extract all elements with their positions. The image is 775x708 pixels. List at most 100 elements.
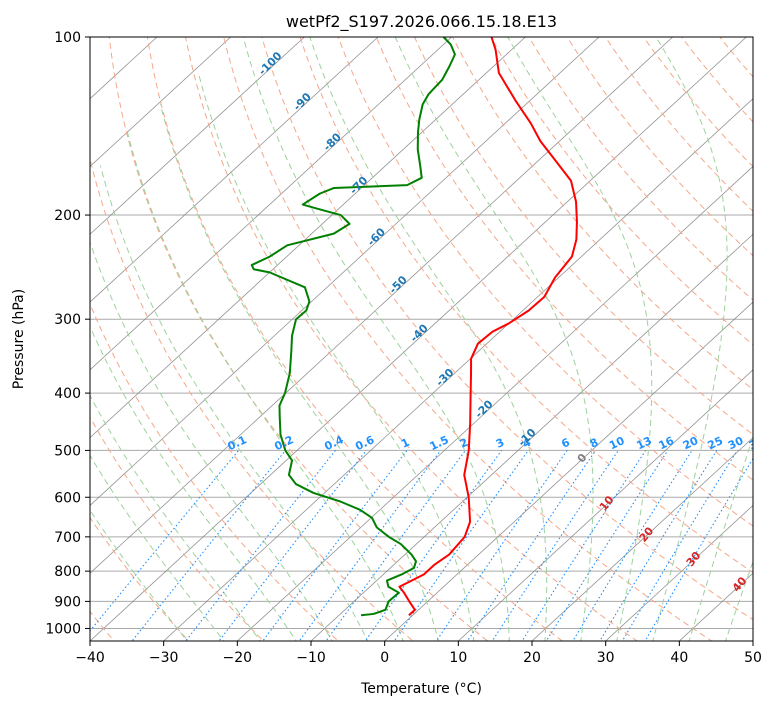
temperature-profile <box>398 37 578 617</box>
x-tick-label: −30 <box>149 650 179 666</box>
x-tick-label: 20 <box>523 650 541 666</box>
mixing-ratio-label: 10 <box>607 434 627 452</box>
x-axis: −40 −30 −20 −10 0 10 20 30 40 50 <box>75 641 762 666</box>
mixing-ratio-line <box>262 450 408 641</box>
mixing-ratio-line <box>218 450 367 641</box>
moist-adiabat-line <box>127 132 404 641</box>
y-axis-title: Pressure (hPa) <box>11 289 27 389</box>
x-axis-title: Temperature (°C) <box>360 681 482 697</box>
moist-adiabat-line <box>242 37 510 641</box>
y-tick-label: 700 <box>54 530 81 546</box>
moist-adiabat-line <box>90 325 297 641</box>
x-tick-label: 40 <box>670 650 688 666</box>
chart-title: wetPf2_S197.2026.066.15.18.E13 <box>286 12 557 32</box>
mixing-ratio-label: 8 <box>588 436 600 451</box>
isotherm-line <box>90 37 526 439</box>
isotherm-line <box>90 37 305 235</box>
mixing-ratio-line <box>466 450 597 641</box>
mixing-ratio-line <box>131 450 286 641</box>
mixing-ratio-label: 16 <box>657 434 677 452</box>
dry-adiabat-line <box>90 416 265 641</box>
isotherm-line <box>605 504 753 641</box>
dry-adiabat-label: -90 <box>291 90 314 113</box>
mixing-ratio-label: 25 <box>706 434 725 452</box>
dry-adiabat-label: -30 <box>433 366 456 389</box>
isotherm-line <box>237 165 753 641</box>
dry-adiabat-line <box>90 302 339 641</box>
moist-adiabat-line <box>725 560 753 641</box>
isotherm-line <box>90 37 673 574</box>
sounding-profiles <box>250 37 578 617</box>
plot-area: 0.1 0.2 0.4 0.6 1 1.5 2 3 4 6 8 10 13 16 20 25 30 36-100-… <box>0 24 775 653</box>
moist-adiabat-line <box>90 509 188 641</box>
mixing-ratio-line <box>364 450 503 641</box>
moist-adiabat-line <box>688 434 753 641</box>
moist-adiabat-line <box>652 37 728 641</box>
mixing-ratio-line <box>90 450 240 632</box>
mixing-ratio-line <box>185 450 336 641</box>
isotherm-line <box>752 640 753 641</box>
x-tick-label: 50 <box>744 650 762 666</box>
mixing-ratio-line <box>621 450 738 641</box>
mixing-ratio-label: 20 <box>681 434 701 452</box>
mixing-ratio-label: 13 <box>635 434 654 452</box>
isotherm-line <box>90 37 231 168</box>
dry-adiabat-label: -70 <box>347 174 370 197</box>
dry-adiabat-line <box>90 156 414 641</box>
y-tick-label: 200 <box>54 208 81 224</box>
dry-adiabat-line <box>490 37 753 346</box>
x-tick-label: −10 <box>296 650 326 666</box>
y-tick-label: 300 <box>54 312 81 328</box>
dry-adiabat-line <box>223 37 713 641</box>
y-tick-label: 500 <box>54 443 81 459</box>
moist-adiabat-line <box>309 37 548 641</box>
mixing-ratio-line <box>298 450 442 641</box>
y-tick-label: 900 <box>54 594 81 610</box>
isotherm-line <box>384 301 753 641</box>
dry-adiabat-line <box>375 37 753 481</box>
moist-adiabat-label: 0 <box>575 451 590 465</box>
dry-adiabat-label: -80 <box>321 130 344 153</box>
moist-adiabat-line <box>507 37 653 641</box>
dry-adiabat-line <box>185 37 638 641</box>
x-tick-label: 0 <box>380 650 389 666</box>
isotherm-line <box>0 37 10 641</box>
moist-adiabat-line <box>99 165 369 641</box>
moist-adiabat-line <box>159 104 439 641</box>
isotherm-line <box>163 98 753 641</box>
y-tick-label: 100 <box>54 30 81 46</box>
isotherm-line <box>90 37 452 371</box>
mixing-ratio-label: 3 <box>494 436 506 451</box>
mixing-ratio-line <box>521 450 647 641</box>
dry-adiabat-line <box>90 516 190 641</box>
y-tick-label: 1000 <box>45 621 81 637</box>
mixing-ratio-lines <box>90 450 753 641</box>
y-tick-label: 600 <box>54 490 81 506</box>
isotherm-line <box>90 37 747 641</box>
moist-adiabat-lines <box>90 37 753 641</box>
mixing-ratio-line <box>491 450 619 641</box>
dry-adiabat-line <box>146 37 564 641</box>
dry-adiabat-line <box>261 37 753 621</box>
moist-adiabat-line <box>394 37 594 641</box>
mixing-ratio-line <box>545 450 669 641</box>
mixing-ratio-label: 36 <box>747 434 767 452</box>
dry-adiabat-line <box>452 37 753 391</box>
dry-adiabat-label: -10 <box>515 426 538 449</box>
mixing-ratio-label: 30 <box>726 434 746 452</box>
isotherm-line <box>310 233 753 641</box>
plot-frame <box>89 36 754 642</box>
dry-adiabat-line <box>642 37 753 168</box>
dry-adiabat-line <box>337 37 753 527</box>
dry-adiabat-line <box>528 37 753 301</box>
dry-adiabat-line <box>747 24 775 653</box>
mixing-ratio-line <box>435 450 568 641</box>
x-tick-label: 10 <box>449 650 467 666</box>
mixing-ratio-line <box>325 450 466 641</box>
isotherm-line <box>531 437 753 641</box>
dry-adiabat-line <box>566 37 753 257</box>
isotherm-line <box>90 37 379 303</box>
isotherm-lines <box>0 37 753 641</box>
x-tick-label: −40 <box>75 650 105 666</box>
